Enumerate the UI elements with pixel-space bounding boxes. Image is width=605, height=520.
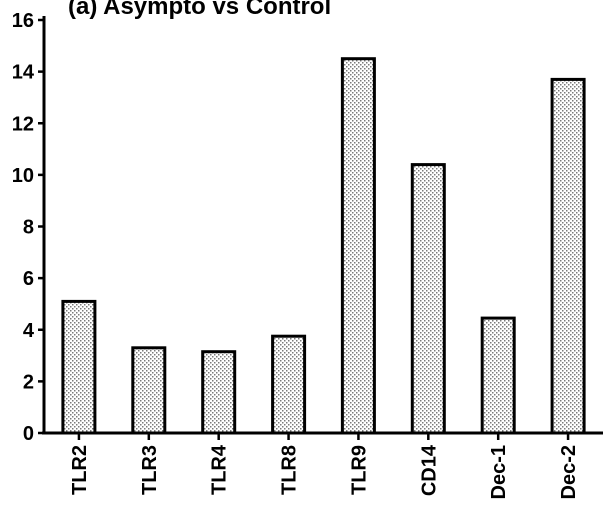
- x-tick-label: TLR3: [139, 445, 161, 495]
- x-tick-label: Dec-2: [558, 445, 580, 499]
- y-axis: 0 2 4 6 8 10 12 14 16: [12, 10, 46, 445]
- bar-tlr3: [131, 346, 167, 435]
- bar-dec-1: [480, 316, 516, 435]
- y-tick-label: 10: [12, 165, 34, 187]
- bars-group: [61, 57, 586, 435]
- x-tick-label: TLR2: [69, 445, 91, 495]
- bar-tlr8: [271, 334, 307, 435]
- bar-tlr2: [61, 299, 97, 435]
- y-tick-label: 14: [12, 62, 35, 84]
- y-tick-label: 12: [12, 113, 34, 135]
- y-tick-label: 4: [23, 320, 35, 342]
- x-axis: TLR2 TLR3 TLR4 TLR8 TLR9 CD14 Dec-1 Dec-2: [42, 431, 603, 499]
- y-tick-label: 6: [23, 268, 34, 290]
- x-tick-label: CD14: [418, 444, 440, 496]
- y-tick-label: 16: [12, 10, 34, 32]
- bar-tlr9: [340, 57, 376, 435]
- y-tick-label: 2: [23, 371, 34, 393]
- x-tick-label: TLR8: [279, 445, 301, 495]
- bar-tlr4: [201, 350, 237, 435]
- x-tick-label: Dec-1: [488, 445, 510, 499]
- y-tick-label: 8: [23, 217, 34, 239]
- y-tick-label: 0: [23, 423, 34, 445]
- x-tick-label: TLR9: [348, 445, 370, 495]
- bar-dec-2: [550, 77, 586, 435]
- x-tick-label: TLR4: [209, 444, 231, 495]
- bar-cd14: [410, 163, 446, 435]
- chart-title: (a) Asympto vs Control: [68, 0, 331, 20]
